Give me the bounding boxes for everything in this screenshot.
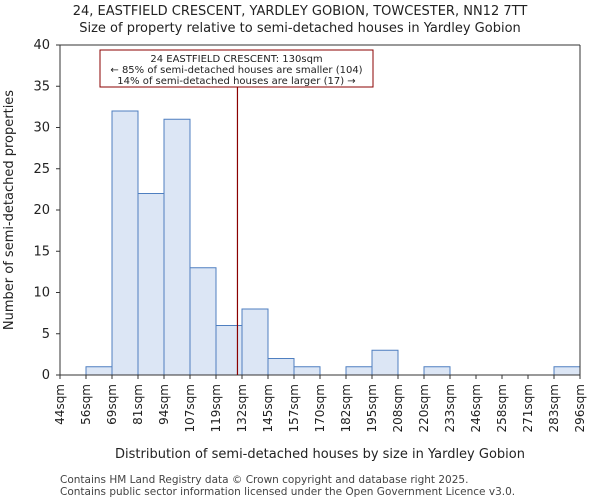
x-tick-label-69sqm: 69sqm [105, 384, 119, 425]
x-tick-label-157sqm: 157sqm [287, 384, 301, 432]
annotation-line-2: ← 85% of semi-detached houses are smalle… [110, 65, 362, 76]
chart-subtitle: Size of property relative to semi-detach… [79, 21, 521, 36]
x-tick-label-195sqm: 195sqm [365, 384, 379, 432]
footer-line-2: Contains public sector information licen… [60, 486, 516, 498]
bar-283sqm [553, 366, 581, 376]
x-tick-label-170sqm: 170sqm [313, 384, 327, 432]
annotation-line-3: 14% of semi-detached houses are larger (… [117, 76, 355, 87]
chart-title: 24, EASTFIELD CRESCENT, YARDLEY GOBION, … [72, 4, 528, 19]
x-tick-label-258sqm: 258sqm [495, 384, 509, 432]
x-tick-label-119sqm: 119sqm [209, 384, 223, 432]
bar-94sqm [163, 118, 191, 376]
bar-145sqm [267, 358, 295, 376]
bar-195sqm [371, 349, 399, 376]
x-tick-label-107sqm: 107sqm [183, 384, 197, 432]
x-tick-label-233sqm: 233sqm [443, 384, 457, 432]
y-tick-label-25: 25 [33, 162, 50, 177]
y-tick-label-15: 15 [33, 244, 50, 259]
x-tick-label-208sqm: 208sqm [391, 384, 405, 432]
bar-132sqm [241, 308, 269, 376]
bar-220sqm [423, 366, 451, 376]
x-tick-label-182sqm: 182sqm [339, 384, 353, 432]
bar-81sqm [137, 193, 165, 376]
y-tick-label-10: 10 [33, 286, 50, 301]
y-tick-label-5: 5 [42, 327, 50, 342]
y-tick-label-40: 40 [33, 38, 50, 53]
x-tick-label-296sqm: 296sqm [573, 384, 587, 432]
x-tick-label-94sqm: 94sqm [157, 384, 171, 425]
x-tick-label-220sqm: 220sqm [417, 384, 431, 432]
footer-line-1: Contains HM Land Registry data © Crown c… [60, 474, 469, 486]
bar-119sqm [215, 325, 243, 376]
y-tick-label-35: 35 [33, 79, 50, 94]
x-tick-label-283sqm: 283sqm [547, 384, 561, 432]
x-tick-label-145sqm: 145sqm [261, 384, 275, 432]
bar-157sqm [293, 366, 321, 376]
y-tick-label-30: 30 [33, 121, 50, 136]
annotation-line-1: 24 EASTFIELD CRESCENT: 130sqm [150, 54, 322, 65]
bar-69sqm [111, 110, 139, 376]
x-tick-label-271sqm: 271sqm [521, 384, 535, 432]
y-tick-label-20: 20 [33, 203, 50, 218]
x-tick-label-81sqm: 81sqm [131, 384, 145, 425]
x-axis-label: Distribution of semi-detached houses by … [115, 447, 525, 462]
x-tick-label-56sqm: 56sqm [79, 384, 93, 425]
x-tick-label-44sqm: 44sqm [53, 384, 67, 425]
x-tick-label-132sqm: 132sqm [235, 384, 249, 432]
y-tick-label-0: 0 [42, 368, 50, 383]
bar-107sqm [189, 267, 217, 376]
bar-182sqm [345, 366, 373, 376]
annotation-box [99, 49, 374, 88]
x-tick-label-246sqm: 246sqm [469, 384, 483, 432]
bar-56sqm [85, 366, 113, 376]
y-axis-label: Number of semi-detached properties [2, 90, 17, 330]
